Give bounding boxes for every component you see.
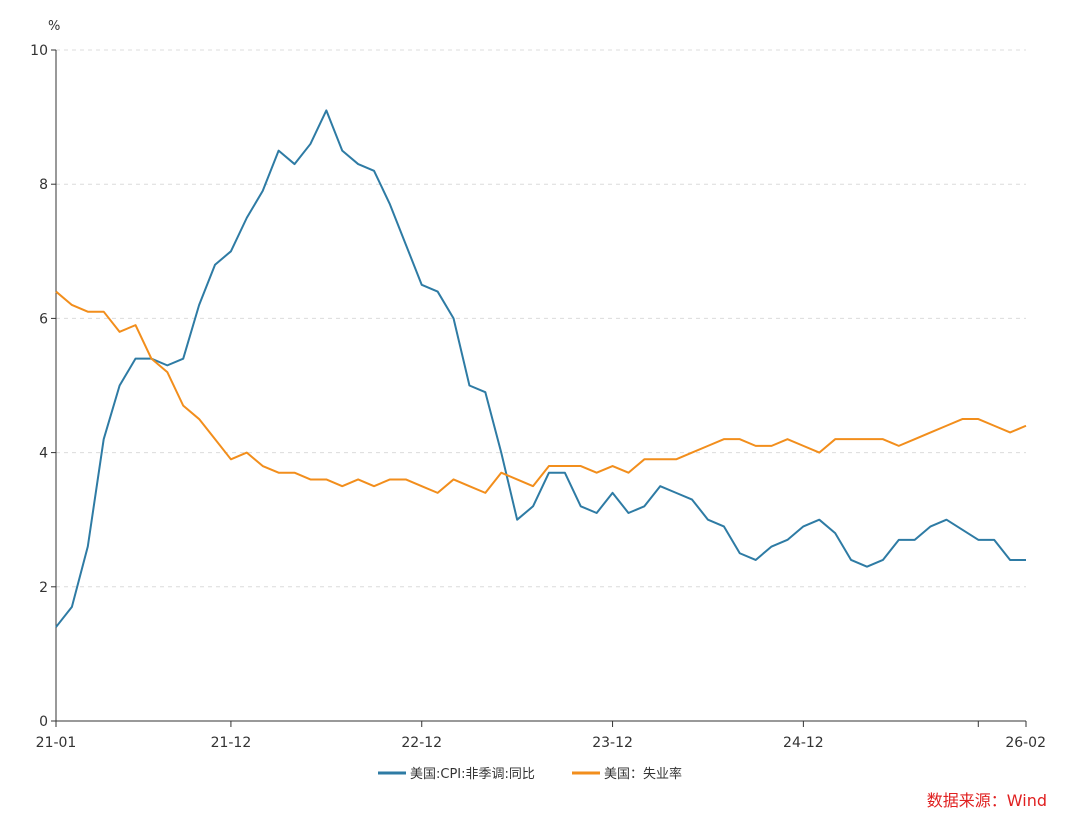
y-tick-label: 2 bbox=[39, 580, 48, 596]
series-line-0 bbox=[55, 109, 1026, 628]
grid-lines bbox=[56, 49, 1026, 588]
x-tick-label: 21-12 bbox=[211, 735, 252, 751]
x-tick-label: 23-12 bbox=[592, 735, 633, 751]
y-tick-label: 4 bbox=[39, 446, 48, 462]
x-tick-label: 26-02 bbox=[1005, 735, 1046, 751]
y-tick-label: 6 bbox=[39, 311, 48, 327]
x-tick-label: 22-12 bbox=[401, 735, 442, 751]
y-tick-label: 8 bbox=[39, 177, 48, 193]
x-tick-label: 21-01 bbox=[36, 735, 77, 751]
series-line-1 bbox=[55, 290, 1027, 494]
legend: 美国:CPI:非季调:同比 美国：失业率 bbox=[378, 766, 682, 782]
y-tick-label: 10 bbox=[30, 43, 48, 59]
axes: % 0 2 4 6 8 10 21-01 21-12 22-12 23-12 24-12 26-02 bbox=[30, 19, 1046, 751]
legend-label-unemployment: 美国：失业率 bbox=[604, 766, 682, 782]
legend-label-cpi: 美国:CPI:非季调:同比 bbox=[410, 767, 535, 782]
y-tick-label: 0 bbox=[39, 714, 48, 730]
x-tick-label: 24-12 bbox=[783, 735, 824, 751]
series-lines bbox=[55, 109, 1027, 628]
source-note: 数据来源：Wind bbox=[927, 791, 1047, 810]
y-axis-unit: % bbox=[48, 19, 60, 34]
